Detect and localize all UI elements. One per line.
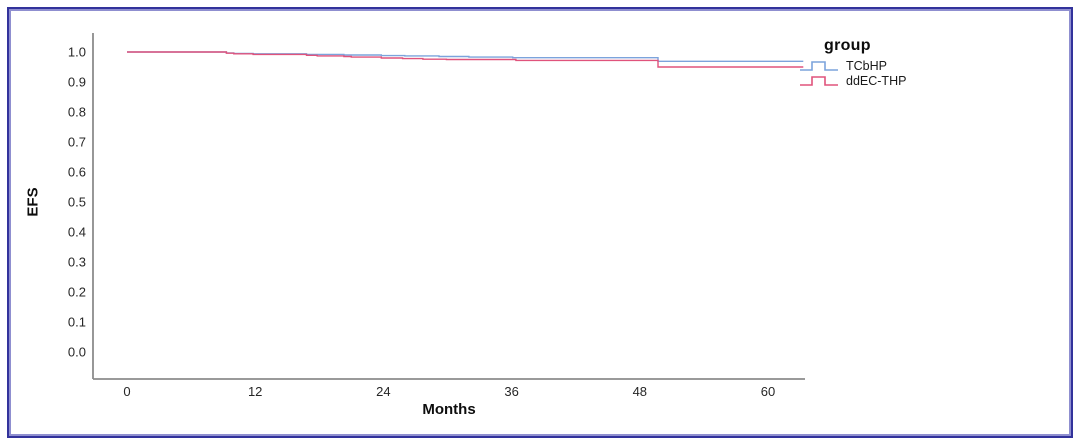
legend-item-tcbhp: TCbHP	[799, 58, 906, 73]
y-tick-label: 0.4	[68, 225, 86, 240]
x-tick-label: 0	[123, 384, 130, 399]
legend-item-ddec-thp: ddEC-THP	[799, 73, 906, 88]
chart-frame-border	[7, 7, 1073, 438]
x-axis-title: Months	[422, 401, 476, 418]
y-tick-label: 0.7	[68, 135, 86, 150]
y-tick-label: 0.9	[68, 75, 86, 90]
x-tick-label: 60	[761, 384, 775, 399]
ddec-thp-key-icon	[800, 75, 838, 86]
y-tick-label: 0.8	[68, 105, 86, 120]
y-tick-label: 0.5	[68, 195, 86, 210]
legend: group TCbHP ddEC-THP	[799, 37, 906, 88]
axis-lines	[92, 33, 805, 380]
y-axis-title: EFS	[24, 187, 42, 217]
x-tick-label: 24	[376, 384, 390, 399]
y-tick-label: 1.0	[68, 45, 86, 60]
legend-label-ddec-thp: ddEC-THP	[846, 73, 907, 88]
legend-label-tcbhp: TCbHP	[846, 58, 887, 73]
x-tick-label: 12	[248, 384, 262, 399]
y-tick-label: 0.3	[68, 255, 86, 270]
x-tick-label: 48	[633, 384, 647, 399]
legend-title: group	[824, 37, 871, 54]
y-tick-label: 0.1	[68, 315, 86, 330]
curve-ddEC-THP	[127, 51, 804, 68]
x-tick-label: 36	[504, 384, 518, 399]
y-tick-label: 0.6	[68, 165, 86, 180]
y-tick-label: 0.2	[68, 285, 86, 300]
tcbhp-key-icon	[800, 60, 838, 71]
y-tick-label: 0.0	[68, 345, 86, 360]
